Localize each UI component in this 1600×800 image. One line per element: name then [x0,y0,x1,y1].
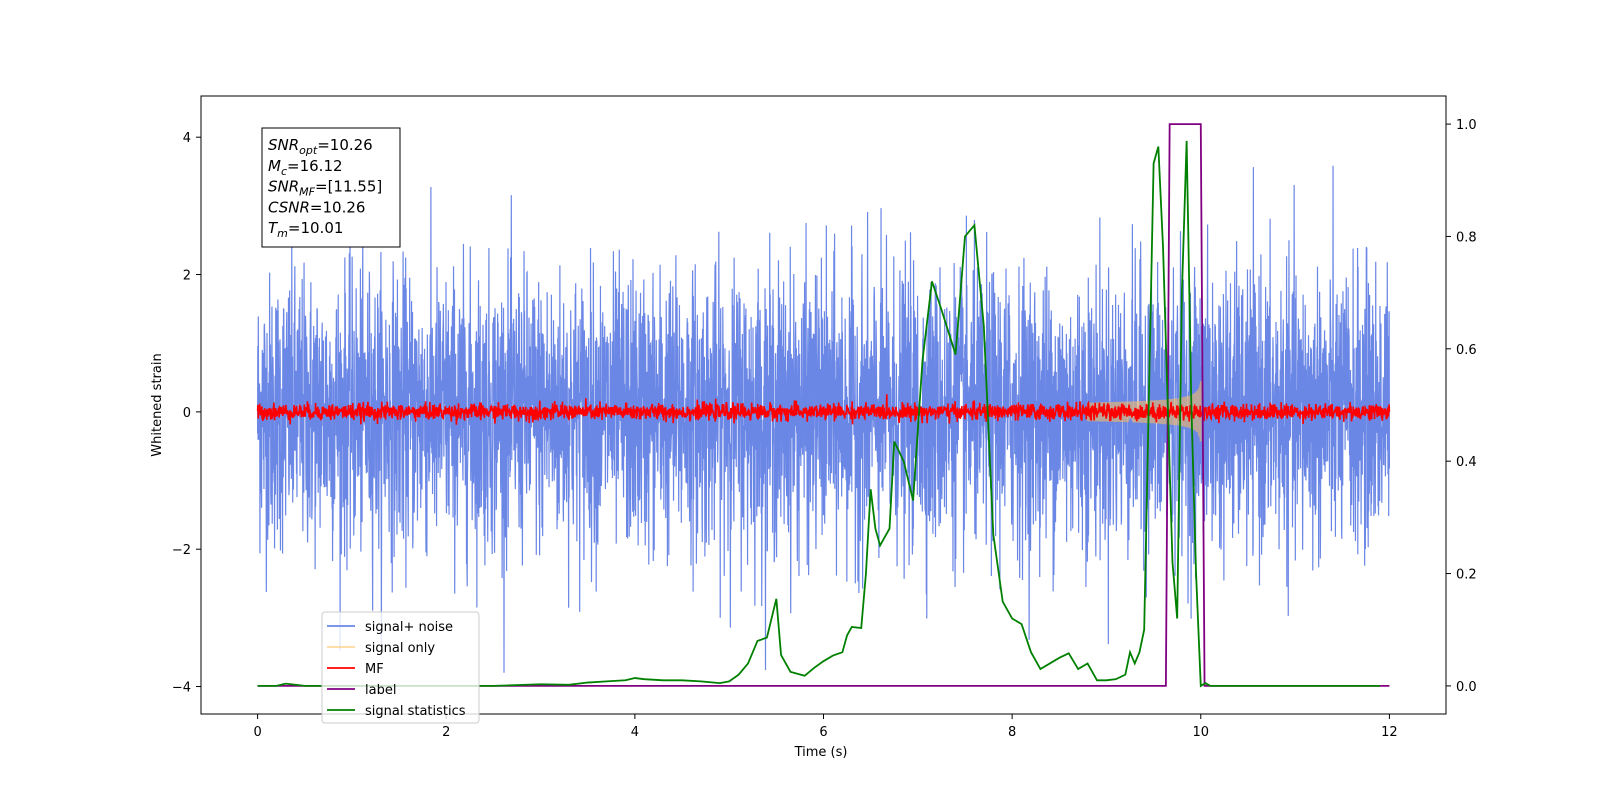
annotation-line: SNRopt=10.26 [268,136,373,157]
y-tick-label: −2 [172,543,191,558]
x-tick-label: 2 [442,725,450,740]
annotation-frame [261,127,401,248]
y-axis-right: 0.0 0.2 0.4 0.6 0.8 1.0 [1446,118,1477,695]
legend-label: label [365,683,396,698]
y-axis-label: Whitened strain [150,353,165,456]
y-tick-label: −4 [172,681,191,696]
legend-item: signal only [327,641,435,656]
y-right-tick-label: 0.0 [1456,680,1477,695]
legend-label: signal only [365,641,435,656]
annotation-box: SNRopt=10.26Mc=16.12SNRMF=[11.55]CSNR=10… [261,127,401,248]
series-mf-line [256,394,1391,425]
legend-item: label [327,683,396,698]
series-signal-noise-line [256,165,1391,673]
legend-label: signal statistics [365,704,466,719]
x-tick-label: 8 [1008,725,1016,740]
y-right-tick-label: 0.4 [1456,455,1477,470]
series-signal-statistics-line [257,140,1380,688]
annotation-line: CSNR=10.26 [268,198,365,216]
y-axis-left: −4 −2 0 2 4 [172,131,201,696]
legend: signal+ noise signal only MF label signal st… [321,611,480,724]
annotation-line: Mc=16.12 [268,157,343,178]
x-tick-label: 0 [253,725,261,740]
legend-frame [321,611,480,724]
y-tick-label: 2 [183,269,191,284]
x-tick-label: 6 [819,725,827,740]
y-right-tick-label: 1.0 [1456,118,1477,133]
annotation-line: Tm=10.01 [268,219,343,240]
y-tick-label: 4 [183,131,191,146]
legend-item: signal statistics [327,704,466,719]
x-axis-label: Time (s) [794,745,848,760]
series-layer [256,123,1391,688]
legend-item: MF [327,662,384,677]
x-tick-label: 10 [1192,725,1209,740]
annotation-line: SNRMF=[11.55] [268,178,382,199]
series-signal-only-line [1086,381,1202,442]
x-axis: 0 2 4 6 8 10 12 [253,714,1398,740]
legend-label: MF [365,662,384,677]
y-right-tick-label: 0.6 [1456,343,1477,358]
y-right-tick-label: 0.2 [1456,568,1477,583]
y-right-tick-label: 0.8 [1456,230,1477,245]
legend-label: signal+ noise [365,620,453,635]
y-tick-label: 0 [183,406,191,421]
x-tick-label: 12 [1381,725,1398,740]
legend-item: signal+ noise [327,620,453,635]
x-tick-label: 4 [631,725,639,740]
